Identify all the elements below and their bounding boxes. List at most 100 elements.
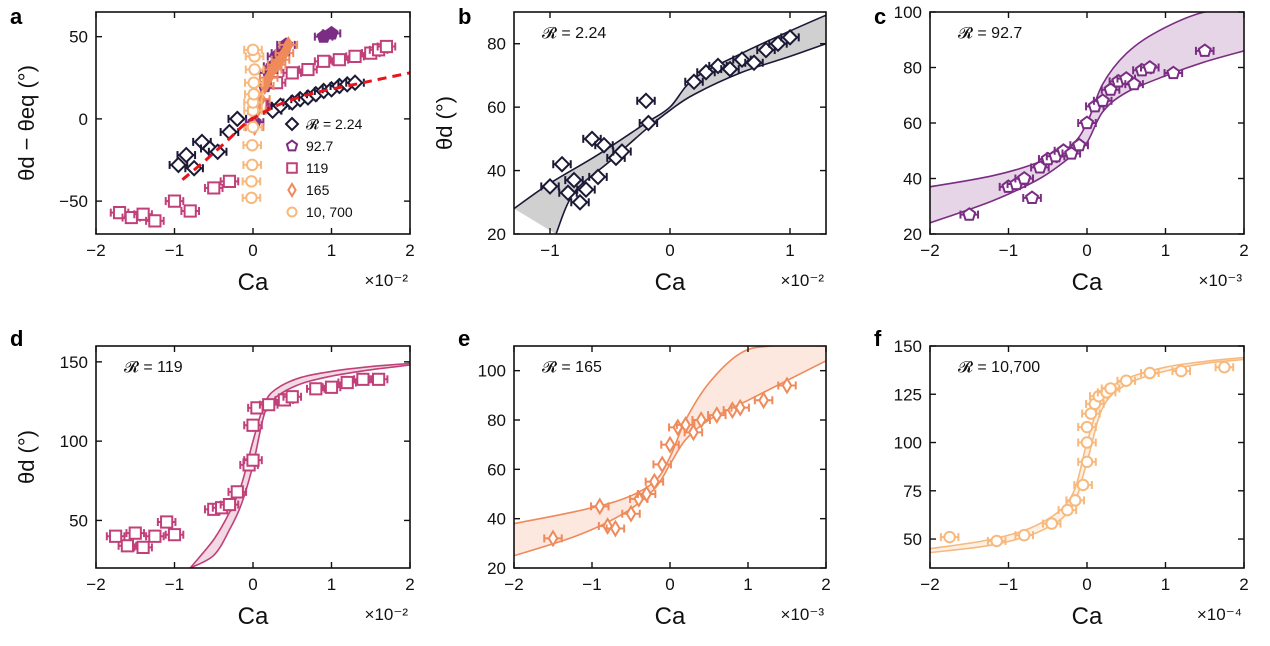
x-tick-label: 1 [1161,575,1170,594]
data-point [148,529,162,543]
data-point [301,62,315,77]
legend-label: 165 [306,182,330,198]
x-tick-label: 0 [248,575,257,594]
fit-line [181,71,410,181]
data-point [183,204,197,218]
y-tick-label: 150 [894,337,922,356]
y-tick-label: 0 [79,110,88,129]
data-point [245,191,258,205]
y-tick-label: 40 [903,170,922,189]
data-point [721,60,739,78]
data-point [247,87,261,101]
data-point [990,534,1003,548]
data-point [1126,76,1142,91]
data-point [695,411,707,429]
data-point [709,57,727,75]
data-point [228,110,246,128]
y-tick-label: 80 [903,59,922,78]
legend-marker [284,116,300,132]
y-axis-title: θd (°) [432,96,457,150]
y-tick-label: 75 [903,482,922,501]
x-tick-label: 1 [327,241,336,260]
y-tick-label: 100 [60,432,88,451]
data-point [1143,366,1157,380]
annotation-label: 𝓡 = 10,700 [958,359,1040,376]
x-tick-label: 0 [248,241,257,260]
x-axis-multiplier: ×10⁻³ [1199,271,1243,290]
x-tick-label: 1 [327,575,336,594]
panel-f: f −2 −1 0 1 2 50 75 100 125 150 Ca ×10⁻⁴ 𝓡 = 10,700 [874,326,1249,630]
x-tick-label: 2 [405,241,414,260]
annotation-label: 𝓡 = 165 [542,359,602,376]
x-tick-label: 1 [743,575,752,594]
x-tick-label: −1 [582,575,601,594]
legend: 𝓡 = 2.24 92.7 119 165 10, 700 [284,116,362,220]
data-point [148,214,162,228]
series-0 [959,43,1215,221]
series-0 [105,372,389,554]
plot-area [514,346,826,557]
y-tick-label: 50 [903,530,922,549]
series-0 [540,28,800,211]
data-point [577,181,595,199]
data-point [246,43,260,57]
x-tick-label: 2 [1239,575,1248,594]
x-tick-label: −2 [920,241,939,260]
data-point [641,485,652,503]
data-point [309,382,323,396]
x-axis-title: Ca [655,603,686,630]
series-4 [241,43,265,205]
data-point [1197,43,1212,57]
x-tick-label: −2 [86,575,105,594]
data-point [1120,374,1133,387]
data-point [120,539,134,553]
x-axis-title: Ca [655,269,686,296]
data-point [128,526,142,540]
data-point [639,114,657,132]
data-point [1076,478,1090,492]
annotation-label: 𝓡 = 2.24 [542,25,606,42]
data-point [1024,190,1040,204]
data-point [340,375,354,390]
annotation-label: 𝓡 = 119 [124,359,183,376]
data-point [348,49,362,63]
panel-letter: a [10,4,23,29]
data-point [230,485,244,499]
data-point [1017,170,1032,185]
data-point [1095,93,1110,107]
data-point [222,174,237,188]
model-band [514,346,826,556]
plot-area [109,25,410,228]
data-point [177,146,195,164]
data-point [282,35,294,54]
x-axis-multiplier: ×10⁻³ [781,605,825,624]
y-tick-label: 50 [69,28,88,47]
data-point [247,76,261,89]
data-point [245,158,259,172]
data-point [317,54,331,68]
legend-marker [286,206,298,218]
y-tick-label: 20 [487,559,506,578]
x-tick-label: −2 [920,575,939,594]
panel-letter: d [10,326,23,351]
data-point [781,28,799,46]
data-point [625,504,637,523]
data-point [222,497,237,512]
data-point [1061,503,1074,517]
x-tick-label: 0 [665,575,674,594]
data-point [1017,528,1031,542]
x-tick-label: −1 [165,575,184,594]
data-point [207,181,221,195]
data-point [541,178,559,195]
series-2 [109,39,397,228]
x-tick-label: 0 [1082,241,1091,260]
y-tick-label: 100 [894,434,922,453]
x-tick-label: 1 [1161,241,1170,260]
x-axis-title: Ca [1072,603,1103,630]
data-point [109,529,123,543]
panel-a: a −2 −1 0 1 2 −50 0 50 Ca ×10⁻² θd − θeq (°) 𝓡 = 2.2… [10,4,415,296]
data-point [565,171,583,189]
y-tick-label: 60 [487,460,506,479]
